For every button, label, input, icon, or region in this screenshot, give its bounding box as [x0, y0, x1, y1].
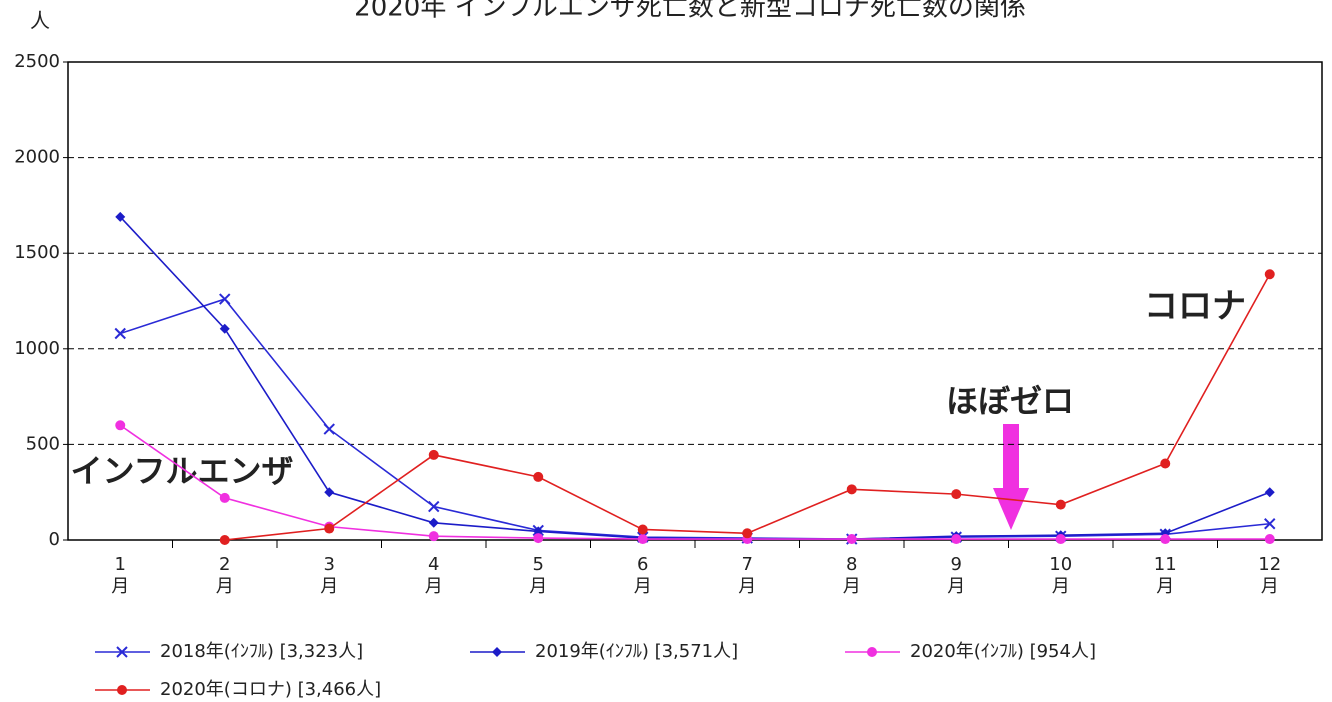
arrow	[993, 424, 1029, 530]
marker	[742, 528, 753, 539]
marker	[637, 524, 648, 535]
y-tick-label: 0	[49, 529, 60, 550]
marker	[867, 647, 877, 657]
x-tick-label: 2 月	[215, 554, 234, 597]
marker	[492, 647, 502, 657]
x-tick-label: 4 月	[424, 554, 443, 597]
marker	[533, 533, 544, 544]
line	[119, 298, 1270, 540]
x-tick-label: 11 月	[1153, 554, 1177, 597]
x-tick-label: 9 月	[947, 554, 966, 597]
marker	[846, 484, 857, 495]
marker	[115, 420, 126, 431]
marker-x	[114, 327, 126, 340]
marker	[219, 323, 230, 334]
x-tick-label: 5 月	[529, 554, 548, 597]
marker-x	[219, 293, 231, 305]
series	[219, 269, 1275, 545]
marker	[1264, 534, 1275, 545]
marker	[219, 535, 230, 545]
marker-x	[1264, 518, 1276, 530]
marker	[637, 534, 648, 545]
marker	[428, 500, 440, 513]
line	[224, 273, 1271, 541]
marker-x	[116, 646, 128, 658]
annotation: コロナ	[1144, 287, 1246, 327]
x-tick-label: 6 月	[633, 554, 652, 597]
marker	[116, 646, 128, 658]
marker	[951, 534, 962, 545]
series	[115, 211, 1275, 545]
legend-label: 2019年(ｲﾝﾌﾙ) [3,571人]	[535, 641, 738, 662]
series	[114, 293, 1276, 545]
marker	[428, 449, 439, 460]
annotation: ほぼゼロ	[946, 382, 1074, 420]
x-tick-label: 7 月	[738, 554, 757, 597]
y-tick-label: 2500	[14, 51, 60, 72]
marker	[115, 211, 126, 222]
legend-label: 2020年(コロナ) [3,466人]	[160, 679, 381, 700]
chart-title: 2020年 インフルエンザ死亡数と新型コロナ死亡数の関係	[354, 0, 1026, 23]
marker	[1160, 458, 1171, 469]
x-tick-label: 12 月	[1258, 554, 1282, 597]
legend-marker	[116, 646, 128, 658]
line	[119, 424, 1270, 540]
legend-label: 2018年(ｲﾝﾌﾙ) [3,323人]	[160, 641, 363, 662]
y-tick-label: 1500	[14, 242, 60, 263]
marker	[1264, 487, 1275, 498]
legend-label: 2020年(ｲﾝﾌﾙ) [954人]	[910, 641, 1096, 662]
marker	[324, 523, 335, 534]
marker-x	[323, 423, 335, 435]
marker	[323, 423, 335, 435]
marker	[1160, 534, 1171, 545]
y-tick-label: 1000	[14, 338, 60, 359]
x-tick-label: 10 月	[1049, 554, 1073, 597]
marker	[428, 517, 439, 528]
legend-marker	[117, 685, 127, 695]
y-tick-label: 2000	[14, 147, 60, 168]
y-axis-label: 人	[30, 9, 50, 33]
marker	[846, 534, 857, 545]
annotation: インフルエンザ	[70, 452, 293, 490]
marker	[1055, 499, 1066, 510]
marker	[219, 293, 231, 305]
marker	[428, 531, 439, 542]
marker-x	[428, 500, 440, 513]
x-tick-label: 3 月	[320, 554, 339, 597]
marker	[951, 489, 962, 500]
legend-marker	[492, 647, 502, 657]
marker	[1264, 269, 1275, 280]
marker	[117, 685, 127, 695]
marker	[219, 492, 230, 503]
marker	[324, 487, 335, 498]
y-tick-label: 500	[26, 433, 60, 454]
x-tick-label: 1 月	[111, 554, 130, 597]
marker	[114, 327, 126, 340]
x-tick-label: 8 月	[842, 554, 861, 597]
marker	[1264, 518, 1276, 530]
marker	[533, 471, 544, 482]
marker	[1055, 534, 1066, 545]
legend-marker	[867, 647, 877, 657]
